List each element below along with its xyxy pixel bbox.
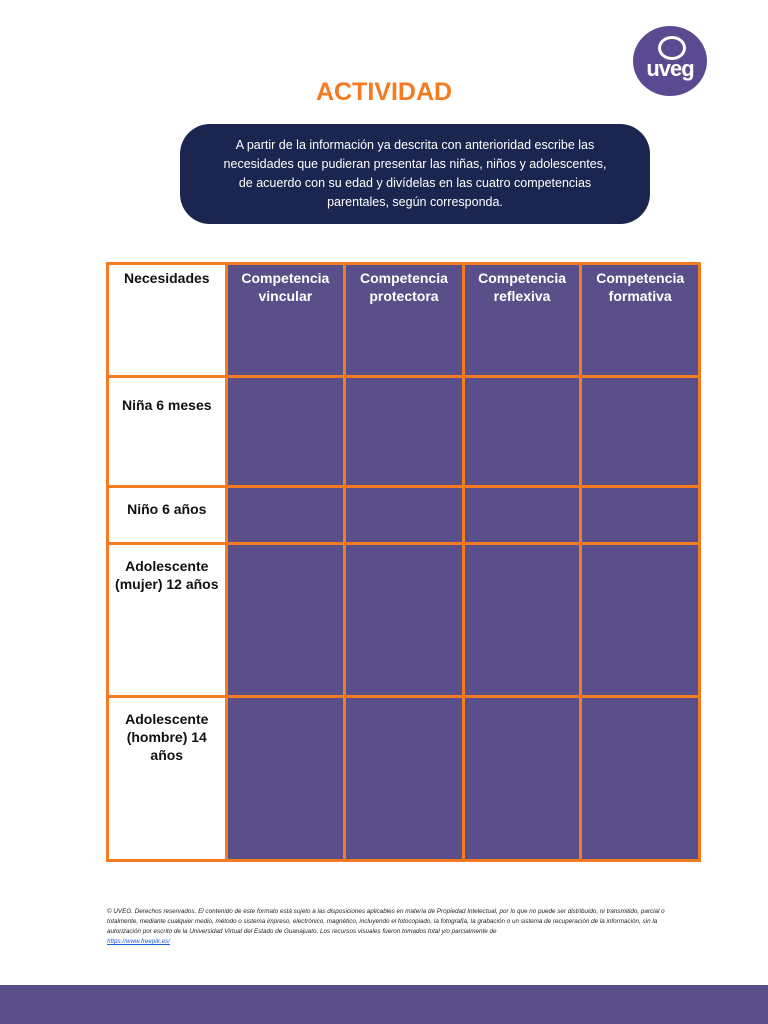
table-cell[interactable] <box>579 375 701 488</box>
table-cell[interactable] <box>461 375 583 488</box>
logo-text: uveg <box>646 56 694 81</box>
header-needs: Necesidades <box>106 262 228 378</box>
copyright-text: © UVEG. Derechos reservados. El contenid… <box>107 908 665 935</box>
row-label: Niña 6 meses <box>106 375 228 488</box>
table-cell[interactable] <box>579 485 701 545</box>
instructions-box: A partir de la información ya descrita c… <box>180 124 650 224</box>
page-title: ACTIVIDAD <box>315 78 453 106</box>
table-cell[interactable] <box>343 695 465 862</box>
bottom-bar <box>0 985 768 1024</box>
row-label: Adolescente (mujer) 12 años <box>106 542 228 698</box>
needs-table: Necesidades Competencia vincular Compete… <box>106 262 701 862</box>
table-cell[interactable] <box>343 375 465 488</box>
header-vincular: Competencia vincular <box>224 262 347 378</box>
table-cell[interactable] <box>579 542 701 698</box>
row-label: Niño 6 años <box>106 485 228 545</box>
table-cell[interactable] <box>461 542 583 698</box>
table-cell[interactable] <box>224 542 347 698</box>
copyright-footer: © UVEG. Derechos reservados. El contenid… <box>107 907 667 947</box>
table-cell[interactable] <box>461 695 583 862</box>
table-cell[interactable] <box>343 542 465 698</box>
swirl-icon <box>658 36 686 60</box>
instructions-text: A partir de la información ya descrita c… <box>223 138 607 209</box>
table-cell[interactable] <box>461 485 583 545</box>
table-cell[interactable] <box>224 695 347 862</box>
header-reflexiva: Competencia reflexiva <box>461 262 583 378</box>
table-cell[interactable] <box>343 485 465 545</box>
table-cell[interactable] <box>579 695 701 862</box>
header-formativa: Competencia formativa <box>579 262 701 378</box>
table-cell[interactable] <box>224 485 347 545</box>
row-label: Adolescente (hombre) 14 años <box>106 695 228 862</box>
header-protectora: Competencia protectora <box>343 262 465 378</box>
uveg-logo: uveg <box>633 26 707 96</box>
table-cell[interactable] <box>224 375 347 488</box>
freepik-link[interactable]: https://www.freepik.es/ <box>107 938 170 945</box>
